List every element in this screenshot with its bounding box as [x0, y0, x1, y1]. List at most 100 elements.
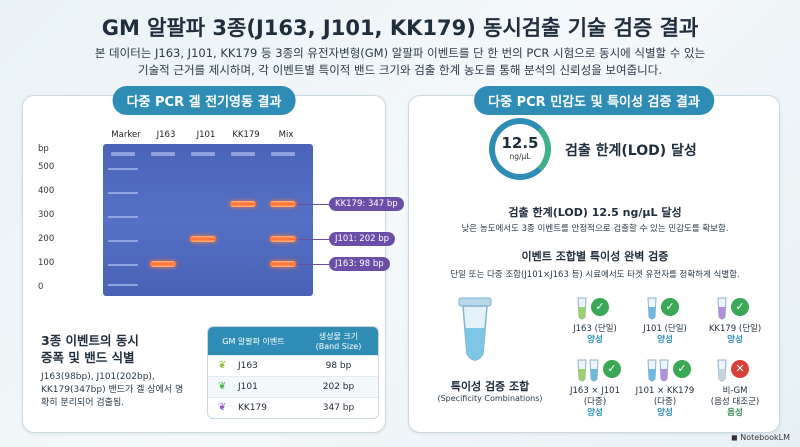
brand-logo: ◼ NotebookLM — [731, 433, 790, 442]
specificity-label: J163 × J101 — [570, 386, 620, 396]
specificity-cell: ✓ J163 × J101 (다중) 양성 — [555, 356, 635, 419]
gel-panel-heading: 다중 PCR 겔 전기영동 결과 — [112, 86, 296, 115]
specificity-icons: ✓ — [695, 294, 775, 324]
table-cell-event: J163 — [238, 361, 258, 371]
cross-icon: ✕ — [731, 360, 749, 378]
band-size-table: GM 알팔파 이벤트 생성물 크기 (Band Size) ❦ J163 98 b… — [207, 326, 379, 419]
specificity-result: 양성 — [727, 335, 743, 345]
bp-axis-label: bp — [38, 144, 49, 154]
specificity-result: 양성 — [657, 408, 673, 418]
brand-text: NotebookLM — [740, 433, 790, 442]
sample-tube-icon — [717, 359, 727, 382]
specificity-result: 양성 — [587, 408, 603, 418]
lod-description: 낮은 농도에서도 3종 이벤트를 안정적으로 검출할 수 있는 민감도를 확보함… — [461, 224, 729, 234]
specificity-icons: ✕ — [695, 356, 775, 386]
summary-title-line: 3종 이벤트의 동시 — [41, 333, 139, 348]
specificity-result: 양성 — [657, 335, 673, 345]
summary-description: J163(98bp), J101(202bp), KK179(347bp) 밴드… — [41, 372, 184, 408]
specificity-cell: ✓ J101 (단일) 양성 — [625, 294, 705, 346]
callout-kk179: KK179: 347 bp — [329, 197, 404, 211]
specificity-cell: ✓ J101 × KK179 (다중) 양성 — [625, 356, 705, 419]
callout-j163: J163: 98 bp — [329, 257, 390, 271]
specificity-label: J101 × KK179 — [635, 386, 695, 396]
check-icon: ✓ — [673, 360, 691, 378]
sensitivity-panel-heading: 다중 PCR 민감도 및 특이성 검증 결과 — [474, 86, 714, 115]
sample-tube-icon — [577, 359, 587, 382]
check-icon: ✓ — [731, 298, 749, 316]
ladder-band — [108, 284, 138, 286]
specificity-icons: ✓ — [555, 294, 635, 324]
table-header: GM 알팔파 이벤트 생성물 크기 (Band Size) — [208, 327, 378, 355]
table-header-size-line: (Band Size) — [315, 342, 362, 351]
lane-label-marker: Marker — [111, 130, 141, 140]
table-row: ❦ J101 202 bp — [208, 376, 378, 397]
band-j163 — [150, 261, 176, 267]
table-cell-size: 202 bp — [322, 382, 355, 392]
specificity-result: 음성 — [727, 408, 743, 418]
specificity-label: 비-GM — [722, 386, 748, 396]
lane-label-kk179: KK179 — [232, 130, 260, 140]
lane-label-mix: Mix — [278, 130, 294, 140]
check-icon: ✓ — [661, 298, 679, 316]
specificity-title: 특이성 검증 조합 — [450, 380, 530, 393]
lod-heading: 검출 한계(LOD) 12.5 ng/μL 달성 — [508, 206, 682, 219]
table-row: ❦ KK179 347 bp — [208, 397, 378, 418]
table-header-size: 생성물 크기 (Band Size) — [299, 331, 378, 351]
band-mix-j101 — [270, 236, 296, 242]
summary-title-line: 증폭 및 밴드 식별 — [41, 350, 135, 365]
sample-tube-icon — [647, 297, 657, 320]
bp-tick: 0 — [38, 282, 44, 292]
sensitivity-panel: 다중 PCR 민감도 및 특이성 검증 결과 12.5 ng/μL 검출 한계(… — [408, 86, 780, 433]
lane-label-j163: J163 — [156, 130, 176, 140]
bp-tick: 100 — [38, 258, 55, 268]
gel-panel: 다중 PCR 겔 전기영동 결과 Marker J163 J101 KK179 … — [22, 86, 404, 433]
ladder-band — [108, 264, 138, 266]
alfalfa-leaf-icon: ❦ — [218, 360, 227, 371]
summary-title: 3종 이벤트의 동시 증폭 및 밴드 식별 — [41, 332, 139, 366]
specificity-result: 양성 — [587, 335, 603, 345]
sample-tube-icon — [589, 359, 599, 382]
table-row: ❦ J163 98 bp — [208, 355, 378, 376]
ladder-band — [108, 216, 138, 218]
test-tube-icon — [458, 297, 492, 361]
specificity-heading: 이벤트 조합별 특이성 완벽 검증 — [521, 250, 669, 263]
specificity-label-sub: (다중) — [583, 397, 607, 407]
callout-line — [298, 204, 329, 205]
sample-tube-icon — [659, 359, 669, 382]
ladder-band — [108, 240, 138, 242]
table-cell-size: 347 bp — [322, 403, 355, 413]
gel-well — [231, 152, 255, 156]
band-mix-j163 — [270, 261, 296, 267]
band-kk179 — [230, 201, 256, 207]
table-header-size-line: 생성물 크기 — [318, 332, 359, 341]
callout-line — [298, 264, 329, 265]
lod-title: 검출 한계(LOD) 달성 — [565, 143, 697, 159]
specificity-cell: ✓ KK179 (단일) 양성 — [695, 294, 775, 346]
lod-value: 12.5 — [501, 134, 539, 152]
subtitle-line: 본 데이터는 J163, J101, KK179 등 3종의 유전자변형(GM)… — [94, 46, 706, 60]
specificity-description: 단일 또는 다중 조합(J101×J163 등) 시료에서도 타겟 유전자를 정… — [450, 270, 740, 280]
band-j101 — [190, 236, 216, 242]
alfalfa-leaf-icon: ❦ — [218, 381, 227, 392]
bp-tick: 400 — [38, 186, 55, 196]
check-icon: ✓ — [591, 298, 609, 316]
page-title: GM 알팔파 3종(J163, J101, KK179) 동시검출 기술 검증 … — [101, 16, 699, 40]
specificity-label: J101 (단일) — [643, 324, 687, 334]
gel-figure: Marker J163 J101 KK179 Mix bp 500 400 30… — [33, 118, 404, 298]
specificity-cell: ✕ 비-GM (음성 대조군) 음성 — [695, 356, 775, 419]
specificity-label-sub: (다중) — [653, 397, 677, 407]
specificity-icons: ✓ — [625, 294, 705, 324]
gel-image — [103, 144, 313, 296]
lod-unit: ng/μL — [509, 152, 531, 161]
gel-well — [271, 152, 295, 156]
gel-well — [111, 152, 135, 156]
sample-tube-icon — [717, 297, 727, 320]
specificity-label: J163 (단일) — [573, 324, 617, 334]
specificity-subtitle: (Specificity Combinations) — [437, 394, 543, 403]
lane-label-j101: J101 — [196, 130, 216, 140]
table-cell-size: 98 bp — [325, 361, 352, 371]
subtitle-line: 기술적 근거를 제시하며, 각 이벤트별 특이적 밴드 크기와 검출 한계 농도… — [137, 63, 662, 77]
specificity-icons: ✓ — [555, 356, 635, 386]
bp-tick: 300 — [38, 210, 55, 220]
table-cell-event: KK179 — [238, 403, 267, 413]
